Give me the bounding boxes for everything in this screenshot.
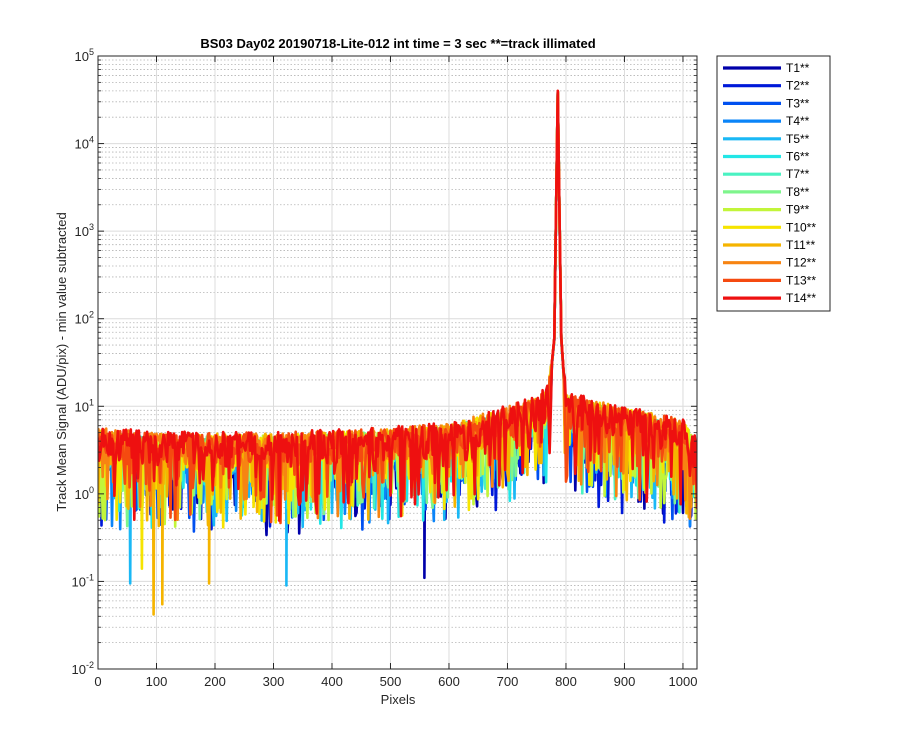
y-tick-label: 105 [75,47,94,64]
plot-area[interactable] [97,55,698,670]
series-line-T14 [98,89,697,522]
y-tick-label: 10-2 [72,660,94,677]
x-tick-label: 0 [94,674,101,689]
tick-marks [97,55,697,670]
legend-label: T8** [786,185,810,199]
legend-box [716,55,831,312]
legend-label: T10** [786,220,816,234]
legend-label: T13** [786,273,816,287]
y-tick-label: 10-1 [72,572,94,589]
x-tick-label: 900 [614,674,636,689]
y-tick-labels: 10-2 10-1 100 101 102 103 104 105 [72,47,94,677]
y-tick-label: 101 [75,397,94,414]
x-tick-label: 200 [204,674,226,689]
x-tick-label: 1000 [669,674,698,689]
legend-label: T1** [786,61,810,75]
y-tick-label: 103 [75,222,94,239]
x-tick-labels: 0 100 200 300 400 500 600 700 800 900 1000 [94,674,697,689]
x-tick-label: 500 [380,674,402,689]
legend-label: T6** [786,150,810,164]
y-tick-label: 100 [75,485,94,502]
x-tick-label: 300 [263,674,285,689]
x-tick-label: 100 [146,674,168,689]
legend-label: T11** [786,238,815,252]
legend-label: T2** [786,79,810,93]
x-tick-label: 400 [321,674,343,689]
x-tick-label: 600 [438,674,460,689]
legend-label: T12** [786,256,816,270]
y-tick-label: 104 [75,135,94,152]
x-tick-label: 800 [555,674,577,689]
x-axis-label: Pixels [381,692,416,707]
chart-title: BS03 Day02 20190718-Lite-012 int time = … [200,36,595,51]
y-axis-label: Track Mean Signal (ADU/pix) - min value … [54,212,69,511]
legend-label: T4** [786,114,810,128]
legend-label: T7** [786,167,810,181]
y-tick-label: 102 [75,310,94,327]
series-layer [98,89,697,616]
legend-label: T5** [786,132,810,146]
legend-entries: T1** T2** T3** T4** T5** T6** T7** T8** T9** T10*… [723,61,816,305]
axes-background [98,56,697,669]
legend-label: T14** [786,291,816,305]
legend: T1** T2** T3** T4** T5** T6** T7** T8** T9** T10*… [716,55,831,312]
x-tick-label: 700 [497,674,519,689]
legend-label: T3** [786,96,810,110]
legend-label: T9** [786,203,810,217]
axes-box [97,55,698,670]
